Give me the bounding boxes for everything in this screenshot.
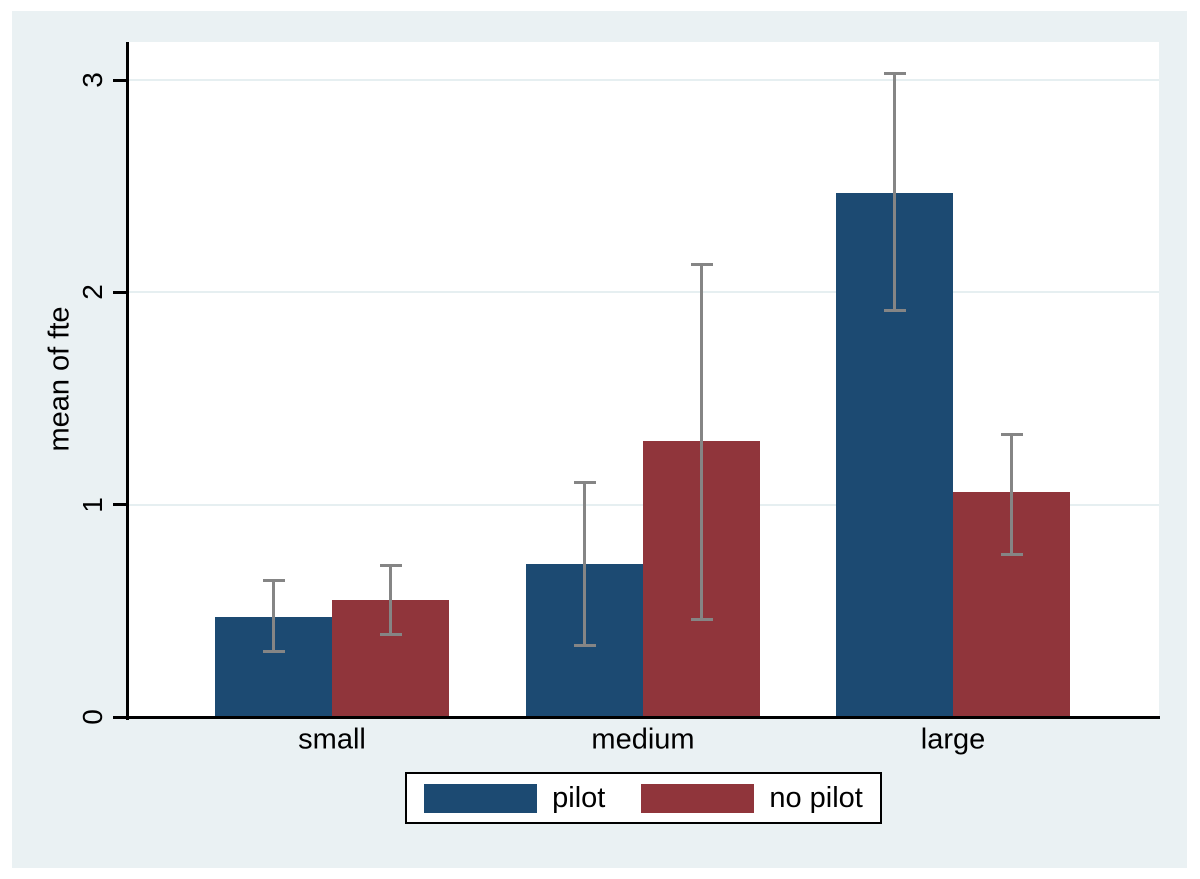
errorbar-cap-bottom-no-pilot-medium (690, 618, 713, 622)
legend-label-pilot: pilot (552, 781, 606, 814)
y-tick-1 (113, 503, 126, 507)
y-tick-label-0: 0 (77, 709, 108, 725)
errorbar-cap-bottom-no-pilot-small (379, 633, 402, 637)
legend-label-no-pilot: no pilot (769, 781, 863, 814)
errorbar-cap-bottom-pilot-small (262, 650, 285, 654)
errorbar-cap-top-pilot-medium (573, 481, 596, 485)
legend-item-no-pilot: no pilot (641, 781, 863, 814)
errorbar-cap-top-no-pilot-large (1000, 432, 1023, 436)
x-category-label-medium: medium (591, 723, 695, 756)
errorbar-cap-top-no-pilot-small (379, 564, 402, 568)
plot-area (128, 42, 1159, 717)
errorbar-cap-top-pilot-large (883, 71, 906, 75)
y-tick-3 (113, 78, 126, 82)
errorbar-no-pilot-small (389, 564, 392, 637)
errorbar-pilot-medium (583, 481, 586, 647)
x-axis-line (126, 716, 1160, 719)
errorbar-no-pilot-medium (700, 262, 703, 622)
y-axis-line (126, 42, 129, 720)
y-axis-title: mean of fte (43, 306, 76, 452)
legend: pilot no pilot (405, 772, 882, 824)
errorbar-pilot-large (893, 71, 896, 312)
y-tick-label-1: 1 (77, 496, 108, 513)
errorbar-pilot-small (272, 579, 275, 654)
errorbar-no-pilot-large (1010, 432, 1013, 556)
gridline-y3 (128, 79, 1159, 82)
y-tick-label-3: 3 (77, 72, 108, 88)
errorbar-cap-bottom-no-pilot-large (1000, 552, 1023, 556)
gridline-y2 (128, 291, 1159, 294)
legend-swatch-no-pilot (641, 783, 755, 813)
y-tick-0 (113, 715, 126, 719)
errorbar-cap-bottom-pilot-medium (573, 643, 596, 647)
legend-item-pilot: pilot (424, 781, 606, 814)
y-tick-label-2: 2 (77, 284, 108, 301)
x-category-label-large: large (920, 723, 986, 756)
legend-swatch-pilot (424, 783, 538, 813)
y-tick-2 (113, 290, 126, 294)
errorbar-cap-bottom-pilot-large (883, 308, 906, 312)
x-category-label-small: small (298, 723, 366, 756)
errorbar-cap-top-pilot-small (262, 579, 285, 583)
errorbar-cap-top-no-pilot-medium (690, 262, 713, 266)
